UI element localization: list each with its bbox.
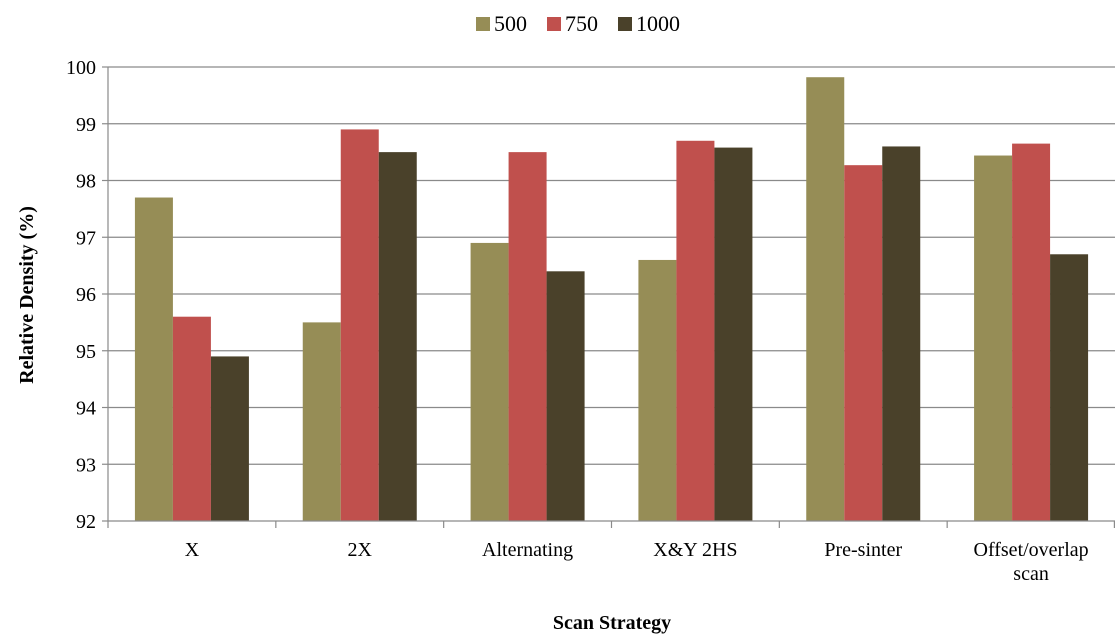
legend-swatch	[547, 17, 561, 31]
bar-1000	[546, 271, 585, 521]
legend-label: 1000	[636, 11, 680, 36]
x-axis-title: Scan Strategy	[553, 612, 671, 634]
bar-750	[844, 165, 883, 522]
bar-750	[1012, 143, 1051, 522]
x-tick-label: Alternating	[482, 539, 573, 561]
y-tick-label: 100	[66, 57, 96, 79]
bar-1000	[1050, 254, 1089, 521]
y-axis-title: Relative Density (%)	[16, 206, 38, 384]
bar-500	[974, 155, 1013, 521]
bar-500	[806, 77, 845, 521]
y-tick-label: 95	[76, 341, 96, 363]
bar-750	[676, 140, 715, 521]
bar-750	[340, 129, 379, 522]
bar-500	[302, 322, 341, 521]
x-tick-label: X&Y 2HS	[653, 539, 737, 561]
bar-1000	[378, 152, 417, 521]
bar-1000	[714, 147, 753, 521]
legend-label: 500	[494, 11, 527, 36]
axes	[102, 66, 1115, 528]
legend: 500 750 1000	[476, 11, 680, 36]
x-tick-label: Pre-sinter	[824, 539, 902, 561]
legend-swatch	[618, 17, 632, 31]
bar-1000	[210, 356, 249, 521]
legend-label: 750	[565, 11, 598, 36]
y-tick-label: 92	[76, 511, 96, 533]
bar-1000	[882, 146, 921, 521]
x-tick-label: X	[185, 539, 200, 561]
bar-750	[508, 152, 547, 521]
gridlines	[108, 66, 1115, 465]
y-tick-label: 93	[76, 454, 96, 476]
x-tick-labels: X 2X Alternating X&Y 2HS Pre-sinter Offset/ov…	[185, 539, 1089, 585]
x-tick-label: 2X	[348, 539, 373, 561]
x-tick-label: Offset/overlap scan	[974, 539, 1089, 585]
bars	[134, 77, 1089, 522]
bar-500	[134, 197, 173, 521]
bar-500	[470, 242, 509, 522]
y-tick-label: 98	[76, 171, 96, 193]
y-tick-label: 97	[76, 227, 96, 249]
legend-swatch	[476, 17, 490, 31]
y-tick-label: 96	[76, 284, 96, 306]
y-tick-labels: 92 93 94 95 96 97 98 99 100	[66, 57, 96, 533]
y-tick-label: 94	[76, 398, 96, 420]
bar-500	[638, 259, 677, 521]
y-tick-label: 99	[76, 114, 96, 136]
bar-750	[172, 316, 211, 521]
